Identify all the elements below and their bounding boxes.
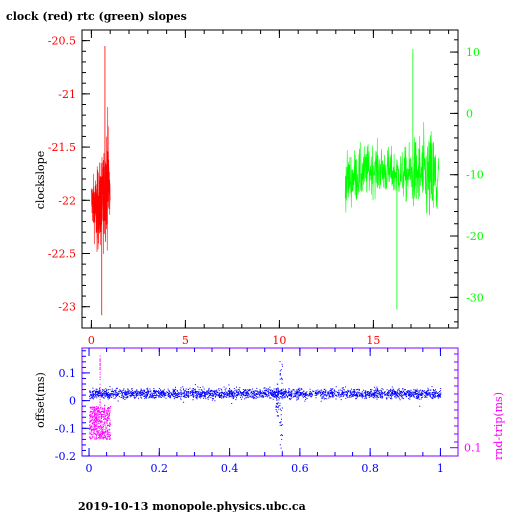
slope-right-tick-label: -20	[466, 230, 484, 243]
slope-left-tick-label: -22	[58, 194, 76, 207]
rndtrip-right-axis: 0.1	[450, 353, 482, 455]
offset-left-tick-label: -0.1	[55, 422, 76, 435]
offset-x-axis: 0 0.2 0.4 0.6 0.8 1	[86, 348, 444, 475]
clock-slope-line	[91, 106, 111, 254]
slope-right-axis: 10 0 -10 -20 -30	[450, 39, 484, 323]
offset-series	[89, 355, 442, 452]
rndtrip-right-tick-label: 0.1	[464, 442, 482, 455]
slope-x-tick-label: 10	[272, 334, 286, 347]
slope-x-tick-label: 0	[88, 334, 95, 347]
rndtrip-y-axis-label: rnd-trip(ms)	[492, 392, 505, 460]
slope-right-tick-label: 0	[466, 107, 473, 120]
slope-left-tick-label: -20.5	[48, 35, 76, 48]
offset-left-tick-label: -0.2	[55, 450, 76, 463]
offset-x-tick-label: 1	[437, 462, 444, 475]
slope-x-tick-label: 15	[366, 334, 380, 347]
slope-right-tick-label: -30	[466, 291, 484, 304]
slope-left-axis: -20.5 -21 -21.5 -22 -22.5 -23	[48, 29, 90, 329]
slope-right-tick-label: -10	[466, 169, 484, 182]
offset-left-axis: 0.1 0 -0.1 -0.2	[55, 350, 90, 463]
offset-x-tick-label: 0.6	[291, 462, 309, 475]
slope-x-tick-label: 5	[182, 334, 189, 347]
slope-x-axis: 0 5 10 15	[88, 30, 450, 347]
offset-x-tick-label: 0.2	[151, 462, 169, 475]
slope-series	[91, 45, 440, 316]
slope-left-tick-label: -21	[58, 88, 76, 101]
footer-label: 2019-10-13 monopole.physics.ubc.ca	[78, 500, 306, 512]
offset-left-tick-label: 0	[69, 395, 76, 408]
offset-points	[89, 361, 442, 452]
slope-y-axis-label: clockslope	[34, 151, 47, 209]
slope-left-tick-label: -22.5	[48, 248, 76, 261]
offset-x-tick-label: 0.4	[221, 462, 239, 475]
offset-x-tick-label: 0.8	[361, 462, 379, 475]
slope-left-tick-label: -23	[58, 301, 76, 314]
slope-left-tick-label: -21.5	[48, 141, 76, 154]
rtc-slope-line	[344, 122, 440, 216]
slope-right-tick-label: 10	[466, 46, 480, 59]
slope-panel: -20.5 -21 -21.5 -22 -22.5 -23 10 0 -10 -20 -30 0 5…	[34, 29, 484, 347]
offset-panel: 0.1 0 -0.1 -0.2 0.1 0 0.2 0.4 0.6 0.8 1 offset(m…	[34, 347, 505, 475]
chart-title: clock (red) rtc (green) slopes	[6, 10, 187, 23]
offset-y-axis-label: offset(ms)	[34, 372, 47, 428]
rndtrip-points	[89, 355, 112, 440]
offset-x-tick-label: 0	[86, 462, 93, 475]
offset-left-tick-label: 0.1	[59, 367, 77, 380]
